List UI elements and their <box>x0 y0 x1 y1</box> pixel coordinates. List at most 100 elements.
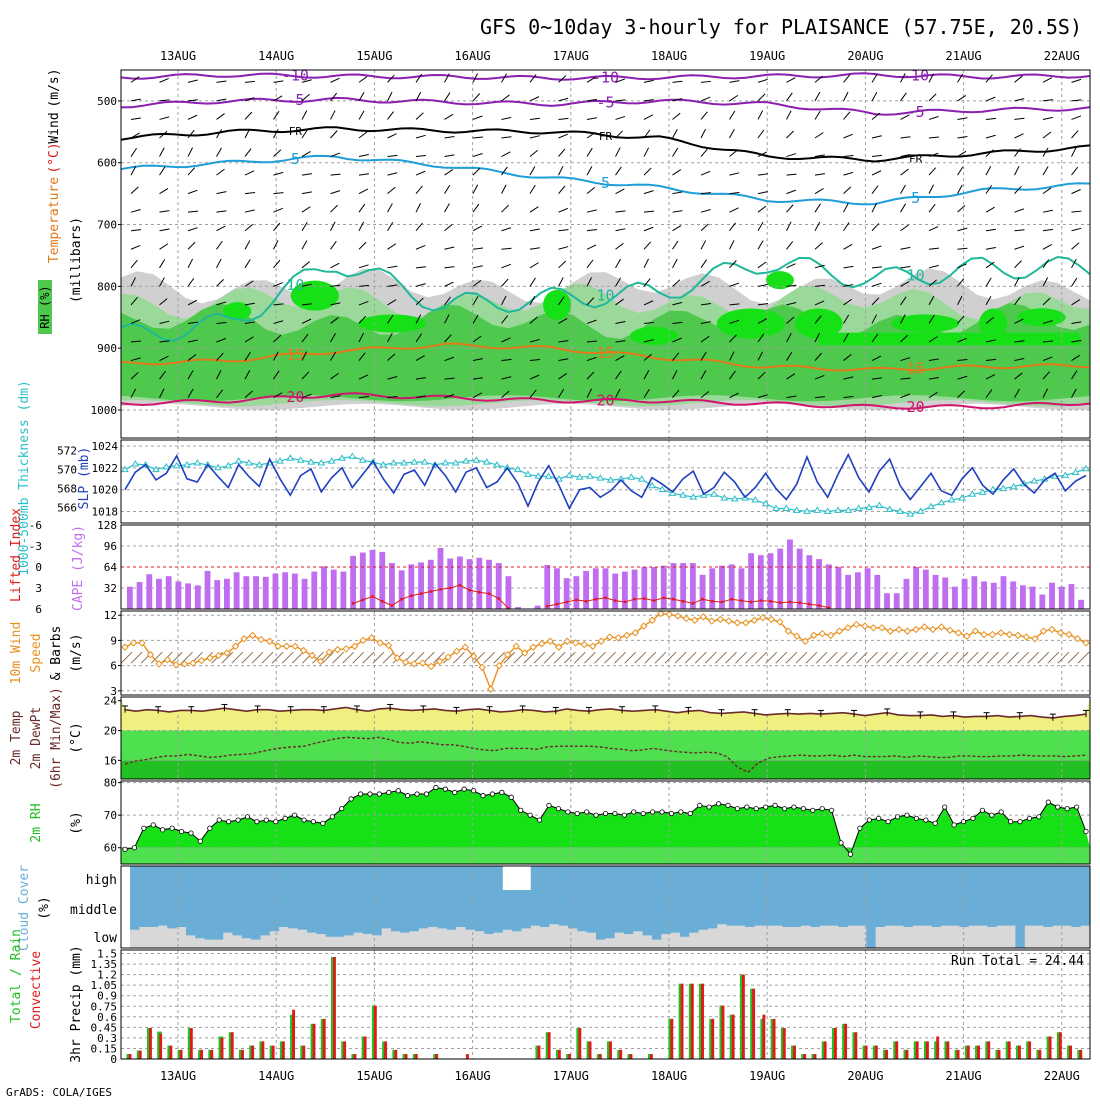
rh-2m-point <box>942 804 948 810</box>
wind-barb <box>330 190 341 195</box>
wind-barb <box>330 372 339 380</box>
precip-convective-bar <box>670 1018 674 1059</box>
wind-barb <box>843 243 853 250</box>
wind-barb <box>273 303 284 306</box>
rh-high-blob <box>794 308 843 339</box>
wind-speed-point <box>861 622 869 630</box>
wind-speed-point <box>623 631 631 640</box>
cape-bar <box>612 573 619 609</box>
wind-barb <box>643 339 654 343</box>
wind-speed-point <box>342 645 350 653</box>
cape-bar <box>495 563 502 609</box>
precip-convective-bar <box>1069 1045 1072 1059</box>
precip-convective-bar <box>966 1045 970 1059</box>
precip-convective-bar <box>292 1009 296 1059</box>
wind-barb <box>529 135 540 139</box>
wind-barb <box>700 223 709 232</box>
thickness-point <box>420 458 429 465</box>
wind-barb <box>757 333 765 343</box>
wind-barb <box>1071 354 1081 361</box>
precip-convective-bar <box>936 1036 940 1059</box>
thickness-point <box>782 504 791 511</box>
wind-barb <box>501 390 510 399</box>
wind-barb <box>786 263 796 269</box>
wind-barb <box>130 277 136 287</box>
y-tick-label: 70 <box>104 809 117 822</box>
cape-bar <box>1078 599 1085 609</box>
wind-barb <box>643 241 652 250</box>
wind-barb <box>900 136 911 139</box>
rh-2m-point <box>1026 815 1033 822</box>
wind-barb <box>1014 148 1021 157</box>
wind-barb <box>615 340 626 343</box>
lifted-tick-label: 3 <box>35 582 42 595</box>
wind-barb <box>700 80 711 83</box>
wind-barb-10m <box>1047 651 1060 664</box>
wind-barb <box>472 203 480 213</box>
cape-bar <box>282 572 289 609</box>
precip-convective-bar <box>844 1023 848 1059</box>
wind-barb <box>700 370 707 380</box>
wind-barb <box>672 169 682 176</box>
wind-barb-10m <box>1007 651 1019 664</box>
precip-convective-bar <box>414 1054 418 1059</box>
cape-bar <box>952 586 958 609</box>
wind-barb <box>558 133 568 139</box>
wind-barb <box>301 351 308 361</box>
wind-barb <box>672 301 683 306</box>
wind-barb <box>1042 243 1052 250</box>
thickness-point <box>927 502 935 510</box>
rh-2m-point <box>207 825 213 831</box>
wind-barb <box>273 320 284 324</box>
wind-speed-point <box>776 618 784 626</box>
rh-2m-point <box>273 819 279 825</box>
wind-barb <box>786 221 792 231</box>
wind-barb <box>558 296 565 306</box>
wind-barb <box>529 295 536 306</box>
wind-barb <box>1014 296 1021 306</box>
thickness-point <box>255 460 264 468</box>
wind-barb <box>273 95 283 102</box>
precip-convective-bar <box>189 1028 193 1059</box>
wind-barb <box>957 263 967 269</box>
wind-barb <box>1042 259 1050 269</box>
wind-barb <box>814 173 825 176</box>
wind-barb <box>900 168 909 176</box>
wind-barb <box>814 374 825 380</box>
rh-2m-point <box>668 810 675 817</box>
wind-barb <box>928 336 938 343</box>
wind-barb <box>501 247 512 250</box>
precip-convective-bar <box>394 1049 398 1059</box>
wind-barb <box>814 396 825 399</box>
wind-barb <box>900 114 910 120</box>
precip-convective-bar <box>465 1054 469 1059</box>
thickness-point <box>276 457 284 464</box>
wind-barb <box>786 77 796 83</box>
wind-barb-10m <box>835 651 848 664</box>
wind-barb <box>244 321 255 324</box>
wind-barb <box>957 166 964 176</box>
wind-barb <box>501 73 507 83</box>
wind-barb <box>586 76 596 83</box>
cape-bar <box>961 578 968 609</box>
wind-barb <box>130 229 141 232</box>
wind-speed-point <box>852 620 861 629</box>
wind-barb <box>330 333 336 343</box>
wind-barb <box>1042 166 1049 176</box>
thickness-point <box>493 460 501 468</box>
wind-barb <box>159 340 170 343</box>
wind-speed-point <box>274 642 282 650</box>
wind-barb <box>387 154 398 158</box>
precip-convective-bar <box>690 983 694 1059</box>
wind-barb <box>244 259 251 269</box>
wind-barb <box>672 112 681 120</box>
rh-2m-point <box>715 801 722 807</box>
wind-barb <box>814 203 821 213</box>
wind-barb <box>187 321 198 324</box>
contour-label: -5 <box>286 91 304 109</box>
wind-speed-point <box>716 615 725 624</box>
date-label-bottom: 17AUG <box>553 1069 589 1083</box>
wind-speed-point <box>971 627 980 635</box>
wind-barb-10m <box>1067 651 1080 664</box>
thickness-point <box>648 481 656 489</box>
